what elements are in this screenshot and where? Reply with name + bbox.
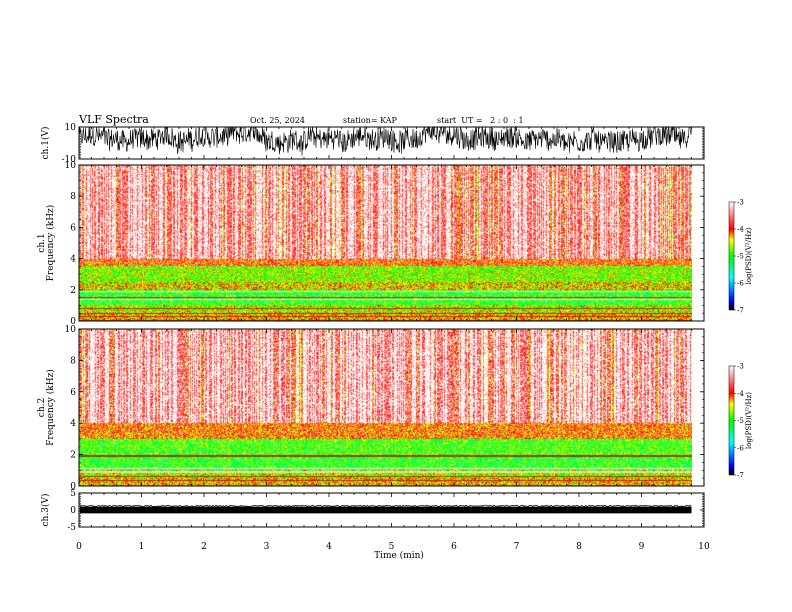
colorbar-tick-label: -7 — [737, 307, 744, 315]
ch1-colorbar: -3 -4 -5 -6 -7 log(PSD)(V²/Hz) — [728, 199, 753, 315]
colorbar-scale — [728, 365, 735, 476]
colorbar-tick-label: -4 — [737, 390, 744, 398]
ch2-spectrogram-image — [79, 329, 692, 486]
x-tick-label: 6 — [451, 542, 457, 552]
colorbar-tick-label: -4 — [737, 226, 744, 234]
time-axis: 0 1 2 3 4 5 6 7 8 9 10 — [76, 542, 710, 552]
x-tick-label: 9 — [639, 542, 645, 552]
colorbar-scale — [728, 201, 735, 311]
colorbar-tick-label: -3 — [737, 199, 744, 207]
y-tick-label: 2 — [70, 451, 76, 461]
y-tick-label: 8 — [70, 192, 76, 202]
y-tick-label: 0 — [70, 506, 76, 516]
ch2-y-axis-label: ch.2 — [37, 398, 47, 417]
y-tick-label: 6 — [70, 388, 76, 398]
y-tick-label: 0 — [70, 317, 76, 327]
y-tick-label: 6 — [70, 223, 76, 233]
x-tick-label: 7 — [514, 542, 520, 552]
x-tick-label: 10 — [698, 542, 710, 552]
ch1-spectrogram-panel: 0 2 4 6 8 10 ch.1 Frequency (kHz) — [37, 161, 705, 327]
y-tick-label: 0 — [70, 482, 76, 492]
colorbar-tick-label: -5 — [737, 253, 744, 261]
y-tick-label: 4 — [70, 255, 76, 265]
colorbar-tick-label: -6 — [737, 280, 744, 288]
figure-title: VLF Spectra — [78, 113, 149, 126]
ch1-y-axis-label: ch.1 — [37, 233, 47, 252]
colorbar-tick-label: -6 — [737, 444, 744, 452]
ch3-y-axis-label: ch.3(V) — [40, 494, 51, 527]
x-tick-label: 3 — [264, 542, 270, 552]
colorbar-tick-label: -7 — [737, 472, 744, 480]
y-tick-label: 4 — [70, 419, 76, 429]
ch1-y-axis-label: ch.1(V) — [40, 127, 51, 160]
colorbar-tick-label: -3 — [737, 363, 744, 371]
y-tick-label: 5 — [70, 489, 76, 499]
y-tick-label: 8 — [70, 356, 76, 366]
x-tick-label: 8 — [576, 542, 582, 552]
ch2-colorbar: -3 -4 -5 -6 -7 log(PSD)(V²/Hz) — [728, 363, 753, 480]
x-tick-label: 5 — [389, 542, 395, 552]
ch2-spectrogram-panel: 0 2 4 6 8 10 ch.2 Frequency (kHz) — [37, 325, 705, 492]
ch3-waveform-band — [80, 506, 692, 514]
x-axis-label: Time (min) — [374, 550, 424, 561]
ch3-waveform-panel: 5 0 -5 ch.3(V) — [40, 489, 705, 533]
y-tick-label: 10 — [65, 123, 77, 133]
ch1-waveform-line — [78, 125, 692, 156]
colorbar-tick-label: -5 — [737, 417, 744, 425]
ch1-y-axis-label: Frequency (kHz) — [45, 205, 56, 282]
station-label: station= KAP — [343, 116, 398, 125]
y-tick-label: -5 — [67, 523, 76, 533]
start-time-label: start UT = 2 : 0 : 1 — [437, 116, 524, 125]
y-tick-label: 10 — [65, 325, 77, 335]
x-tick-label: 2 — [201, 542, 207, 552]
x-tick-label: 0 — [76, 542, 82, 552]
y-tick-label: 2 — [70, 286, 76, 296]
ch1-waveform-panel: 10 -10 ch.1(V) — [40, 123, 705, 165]
x-tick-label: 4 — [326, 542, 332, 552]
x-tick-label: 1 — [139, 542, 145, 552]
ch2-y-axis-label: Frequency (kHz) — [45, 369, 56, 446]
y-tick-label: 10 — [65, 161, 77, 171]
y-tick-label: -10 — [62, 155, 77, 165]
date-label: Oct. 25, 2024 — [250, 116, 305, 125]
ch1-spectrogram-image — [79, 165, 692, 321]
colorbar-label: log(PSD)(V²/Hz) — [745, 392, 753, 449]
ch3-waveform-line — [79, 504, 692, 508]
colorbar-label: log(PSD)(V²/Hz) — [745, 227, 753, 284]
